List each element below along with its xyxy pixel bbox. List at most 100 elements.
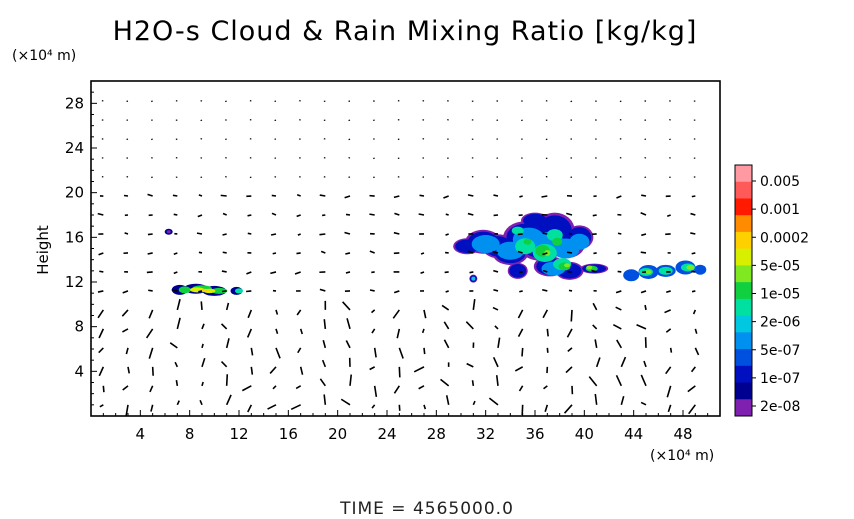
wind-vector: [493, 194, 499, 197]
y-tick-label: 16: [65, 228, 84, 246]
wind-vector: [619, 118, 622, 121]
wind-vector: [150, 404, 154, 412]
wind-vector: [465, 321, 474, 330]
cloud-band-center: [471, 235, 500, 254]
wind-vector: [636, 324, 647, 330]
x-axis-unit: (×10⁴ m): [650, 448, 714, 464]
plot-frame: [90, 80, 721, 417]
wind-vector: [443, 195, 449, 199]
wind-vector: [323, 394, 327, 405]
wind-vector: [517, 309, 524, 319]
wind-vector: [443, 321, 450, 330]
wind-vector: [201, 323, 205, 330]
wind-vector: [147, 252, 153, 255]
wind-vector: [369, 213, 375, 216]
wind-vector: [492, 356, 499, 368]
wind-vector: [688, 404, 696, 415]
wind-vector: [420, 271, 425, 274]
colorbar-label: 2e-08: [760, 399, 800, 415]
x-tick-label: 32: [476, 425, 495, 443]
wind-vector: [393, 290, 400, 294]
wind-vector: [297, 233, 301, 236]
wind-vector: [124, 232, 129, 235]
plot-field: [164, 212, 707, 296]
wind-vector: [393, 195, 400, 199]
wind-vector: [423, 347, 426, 355]
wind-vector: [467, 250, 474, 254]
wind-vector: [373, 385, 378, 398]
wind-vector: [200, 301, 203, 310]
wind-vector: [492, 306, 499, 311]
wind-vector: [147, 193, 153, 197]
y-tick-label: 4: [74, 362, 84, 380]
wind-vector: [665, 328, 672, 333]
wind-vector: [563, 404, 573, 414]
wind-vector: [147, 233, 153, 236]
wind-vector: [342, 301, 351, 311]
wind-vector: [99, 404, 104, 408]
wind-vector: [173, 271, 178, 275]
wind-vector: [543, 385, 548, 390]
wind-vector: [396, 328, 401, 339]
wind-vector: [441, 304, 450, 311]
wind-vector: [247, 214, 252, 217]
wind-vector: [274, 119, 277, 122]
wind-vector: [297, 347, 302, 354]
wind-vector: [296, 309, 302, 316]
wind-vector: [345, 340, 351, 349]
colorbar-label: 5e-07: [760, 343, 800, 359]
wind-vector: [440, 378, 450, 387]
wind-vector: [296, 214, 301, 218]
wind-vector: [421, 328, 425, 334]
cloud-band-left: [178, 286, 191, 294]
wind-vector: [664, 309, 671, 314]
wind-vector: [171, 288, 178, 292]
wind-vector: [592, 324, 598, 330]
wind-vector: [319, 378, 326, 387]
wind-vector: [423, 309, 427, 319]
wind-vector: [122, 328, 129, 333]
wind-vector: [617, 232, 622, 235]
wind-vector: [545, 157, 548, 160]
wind-vector: [145, 328, 154, 339]
wind-vector: [542, 309, 549, 319]
wind-vector: [541, 195, 548, 198]
wind-vector: [398, 347, 404, 359]
wind-vector: [445, 213, 449, 216]
cloud-band-left: [235, 288, 243, 294]
wind-vector: [588, 376, 598, 387]
wind-vector: [469, 271, 474, 274]
wind-vector: [397, 118, 400, 121]
wind-vector: [345, 271, 351, 274]
wind-vector: [247, 404, 253, 413]
wind-vector: [517, 250, 523, 254]
wind-vector: [592, 214, 597, 217]
wind-vector: [222, 212, 227, 216]
colorbar-label: 5e-05: [760, 258, 800, 274]
cloud-band-center: [523, 213, 547, 228]
cloud-band-center: [586, 265, 593, 270]
wind-vector: [544, 404, 549, 412]
colorbar: 0.005 0.001 0.0002 5e-05 1e-05 2e-06 5e-07 1e-0…: [734, 164, 809, 417]
wind-vector: [299, 99, 301, 102]
wind-vector: [690, 232, 696, 235]
y-axis: 4 8 12 16 20 24 28: [65, 91, 97, 406]
wind-vector: [619, 100, 622, 103]
wind-vector: [197, 214, 203, 218]
colorbar-swatch: [735, 382, 752, 400]
colorbar-swatch: [735, 181, 752, 199]
wind-vector: [98, 328, 105, 339]
wind-vector: [423, 404, 427, 410]
wind-vector: [225, 338, 230, 349]
wind-vector: [272, 252, 277, 255]
wind-vector: [443, 339, 450, 349]
wind-vector: [495, 375, 499, 386]
wind-vector: [620, 395, 625, 406]
wind-vector: [566, 328, 573, 338]
wind-vector: [545, 175, 548, 178]
wind-vector: [97, 290, 104, 293]
wind-vector: [198, 251, 203, 254]
wind-vector: [373, 157, 375, 160]
wind-vector: [669, 138, 671, 141]
cloud-band-center: [552, 237, 563, 246]
